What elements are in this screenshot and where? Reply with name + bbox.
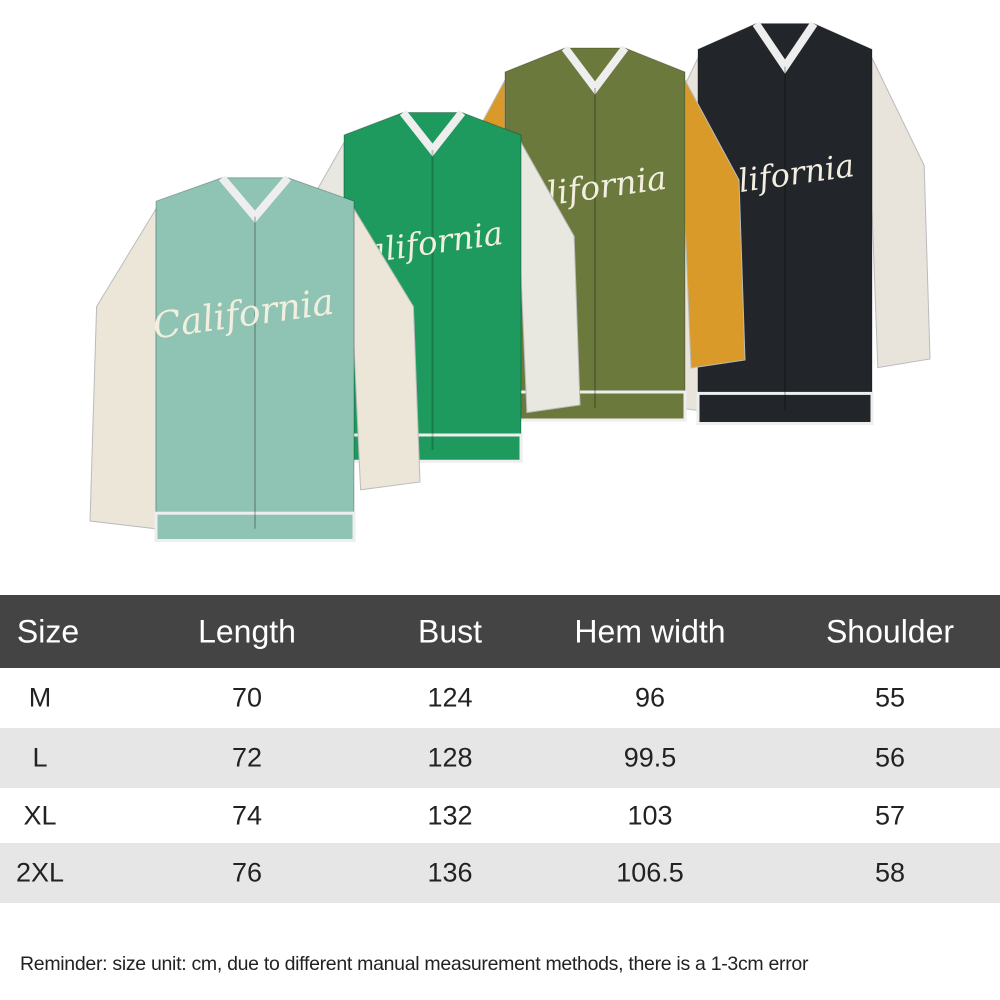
header-shoulder: Shoulder (825, 613, 955, 649)
cell: 124 (427, 682, 473, 713)
cell: 70 (231, 682, 263, 713)
cell: 96 (634, 682, 666, 713)
cell: XL (23, 800, 57, 830)
table-row: 2XL 76 136 106.5 58 (0, 843, 1000, 903)
cell: 103 (627, 800, 673, 830)
cell: 76 (231, 857, 263, 888)
reminder-label: Reminder (20, 953, 103, 975)
table-header: Size Length Bust Hem width Shoulder (0, 595, 1000, 668)
header-bust: Bust (417, 613, 483, 649)
header-hem-width: Hem width (574, 613, 726, 649)
table-row: XL 74 132 103 57 (0, 788, 1000, 843)
cell: 132 (427, 800, 473, 830)
table-row: L 72 128 99.5 56 (0, 728, 1000, 788)
jacket: California (89, 175, 421, 543)
cell: 56 (874, 742, 906, 773)
cell: 74 (231, 800, 263, 830)
size-reminder-note: Reminder: size unit: cm, due to differen… (20, 953, 808, 976)
cell: 2XL (15, 857, 65, 888)
reminder-text: : size unit: cm, due to different manual… (102, 953, 809, 975)
cell: M (28, 682, 52, 713)
cell: L (32, 742, 48, 773)
size-table: Size Length Bust Hem width Shoulder M 70… (0, 595, 1000, 903)
cell: 106.5 (616, 857, 684, 888)
table-row: M 70 124 96 55 (0, 668, 1000, 728)
cell: 58 (874, 857, 906, 888)
cell: 55 (874, 682, 906, 713)
header-length: Length (198, 613, 296, 649)
cell: 72 (231, 742, 263, 773)
cell: 57 (874, 800, 906, 830)
cell: 99.5 (623, 742, 677, 773)
cell: 128 (427, 742, 473, 773)
header-size: Size (16, 613, 80, 649)
cell: 136 (427, 857, 473, 888)
